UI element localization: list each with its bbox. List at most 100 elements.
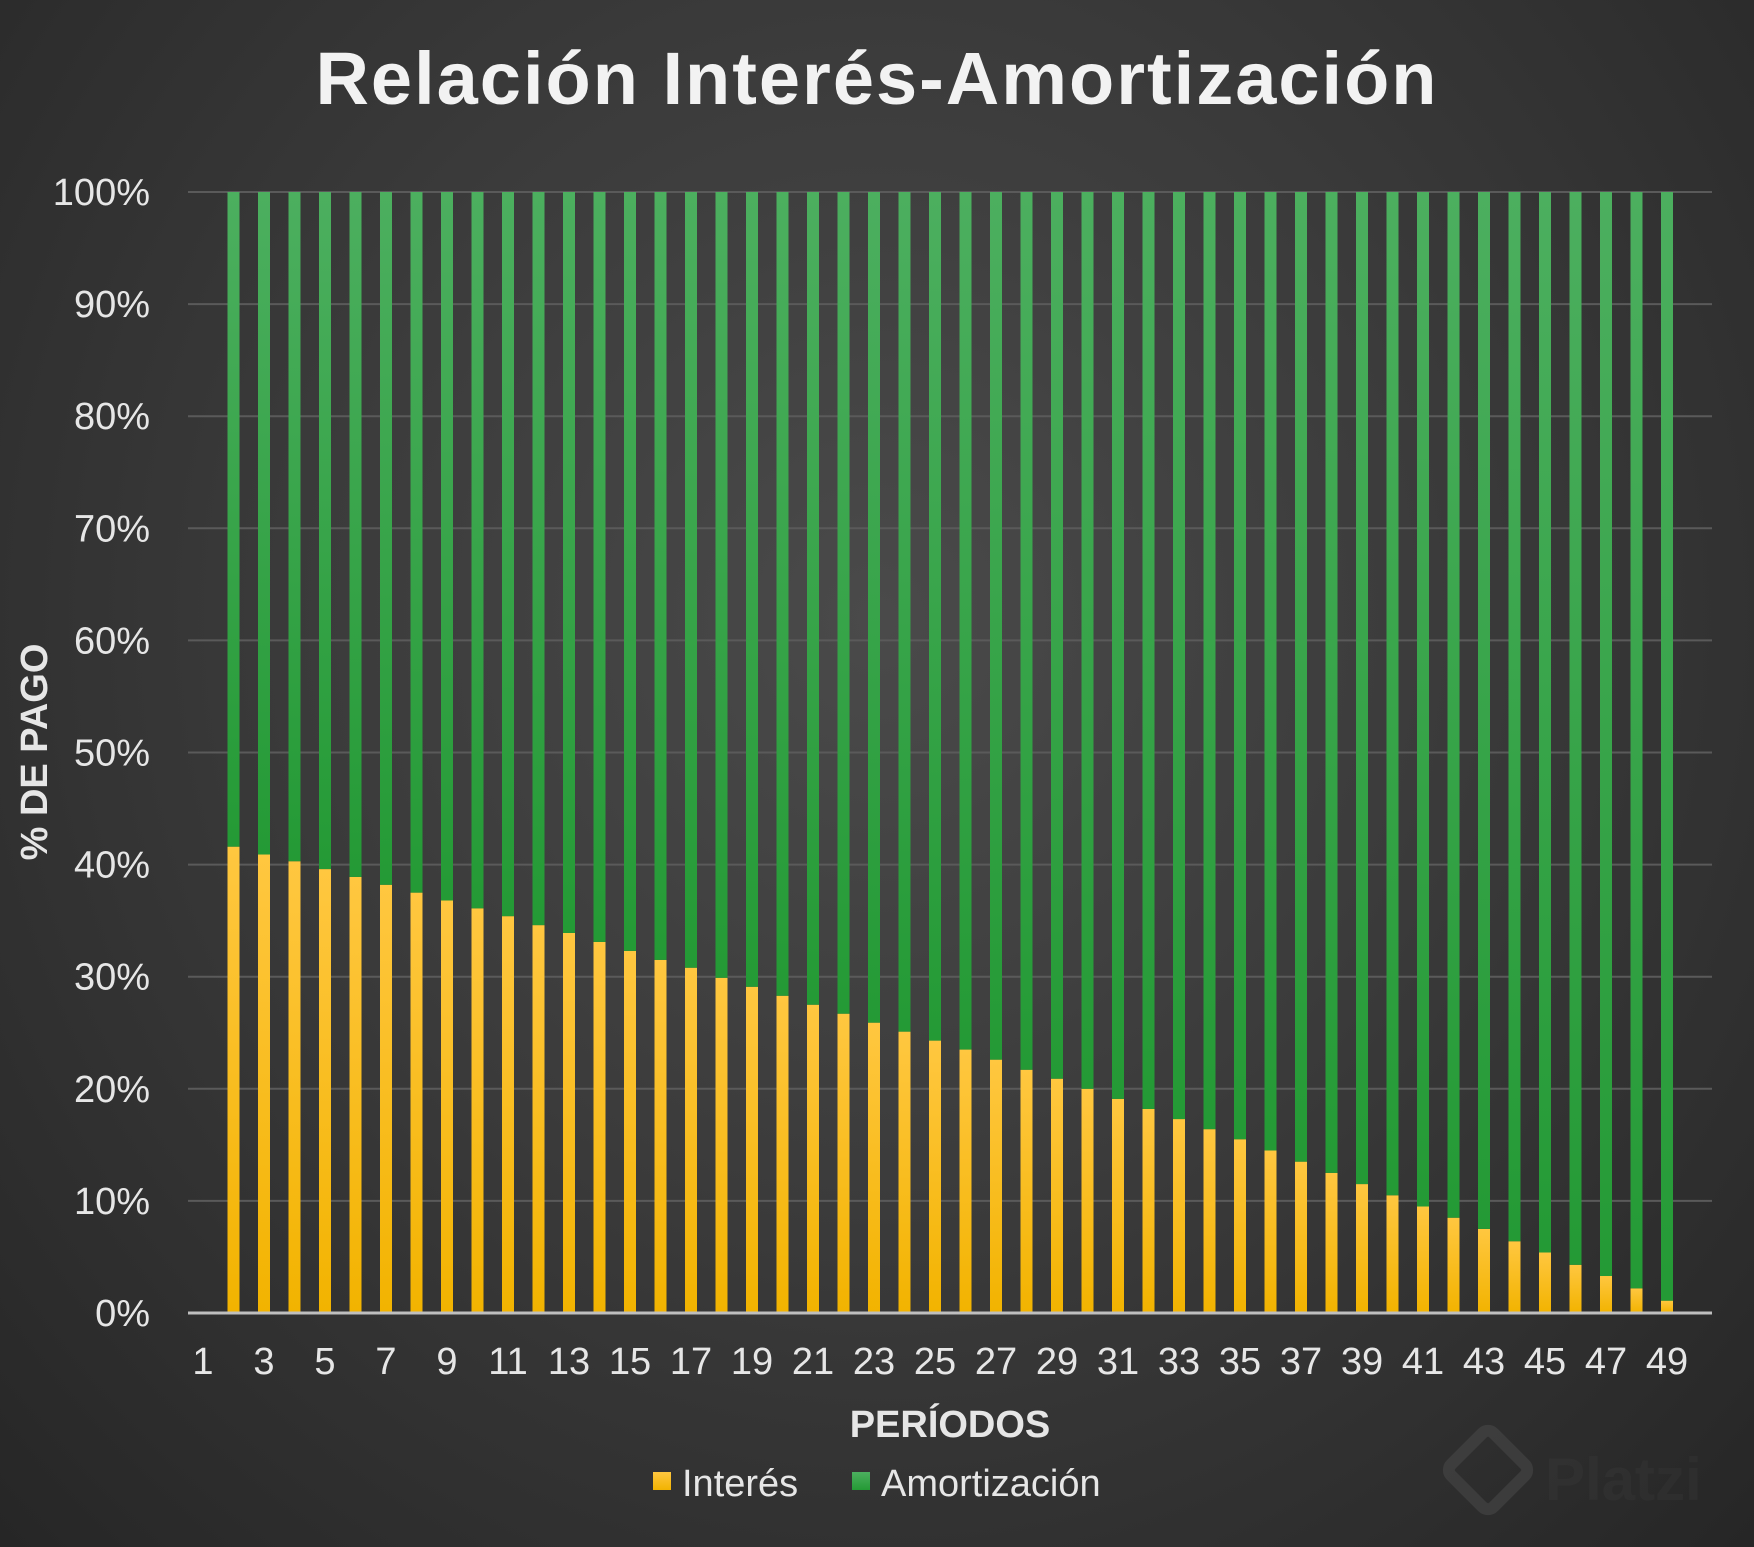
bar-amortizacion-20	[776, 192, 789, 996]
y-tick-label: 10%	[74, 1181, 150, 1223]
bar-interes-42	[1447, 1217, 1460, 1313]
bar-interes-28	[1020, 1069, 1033, 1313]
bar-amortizacion-48	[1630, 192, 1643, 1289]
bar-amortizacion-14	[593, 192, 606, 942]
bar-interes-27	[990, 1059, 1002, 1313]
bar-interes-13	[563, 932, 575, 1313]
y-tick-label: 30%	[74, 957, 150, 999]
bar-interes-14	[593, 941, 606, 1313]
bar-amortizacion-28	[1020, 192, 1033, 1070]
bar-interes-22	[837, 1013, 850, 1313]
bar-amortizacion-17	[685, 192, 697, 968]
y-axis-ticks: 0% 10% 20% 30% 40% 50% 60% 70% 80% 90% 100%	[53, 172, 150, 1335]
bar-interes-24	[898, 1031, 911, 1313]
x-tick-label: 3	[253, 1341, 274, 1383]
x-tick-label: 35	[1219, 1341, 1261, 1383]
bar-interes-10	[471, 908, 484, 1313]
bar-amortizacion-43	[1478, 192, 1490, 1229]
bar-interes-25	[929, 1040, 941, 1313]
bar-interes-6	[349, 876, 362, 1313]
bar-amortizacion-32	[1142, 192, 1155, 1109]
x-tick-label: 9	[436, 1341, 457, 1383]
bars	[227, 192, 1673, 1313]
bar-interes-5	[319, 869, 331, 1313]
bar-interes-11	[502, 916, 514, 1313]
bar-interes-46	[1569, 1264, 1582, 1313]
x-tick-label: 47	[1585, 1341, 1627, 1383]
x-tick-label: 17	[670, 1341, 712, 1383]
bar-amortizacion-23	[868, 192, 880, 1023]
bar-amortizacion-39	[1356, 192, 1368, 1185]
bar-interes-20	[776, 995, 789, 1313]
bar-amortizacion-49	[1661, 192, 1673, 1301]
bar-amortizacion-10	[471, 192, 484, 909]
x-tick-label: 49	[1646, 1341, 1688, 1383]
bar-amortizacion-36	[1264, 192, 1277, 1151]
legend-label-amortizacion: Amortización	[881, 1463, 1101, 1505]
x-tick-label: 27	[975, 1341, 1017, 1383]
bar-interes-19	[746, 986, 758, 1313]
y-tick-label: 100%	[53, 172, 150, 214]
bar-amortizacion-31	[1112, 192, 1124, 1099]
bar-interes-33	[1173, 1119, 1185, 1313]
bar-interes-7	[380, 884, 392, 1313]
bar-amortizacion-30	[1081, 192, 1094, 1089]
bar-interes-18	[715, 977, 728, 1313]
bar-interes-35	[1234, 1139, 1246, 1313]
bar-amortizacion-25	[929, 192, 941, 1041]
bar-interes-36	[1264, 1150, 1277, 1313]
legend-swatch-interes	[653, 1472, 671, 1490]
x-tick-label: 19	[731, 1341, 773, 1383]
bar-interes-29	[1051, 1078, 1063, 1313]
bar-interes-38	[1325, 1172, 1338, 1313]
bar-amortizacion-46	[1569, 192, 1582, 1265]
y-tick-label: 80%	[74, 396, 150, 438]
bar-amortizacion-19	[746, 192, 758, 987]
x-tick-label: 21	[792, 1341, 834, 1383]
legend-label-interes: Interés	[682, 1463, 798, 1505]
bar-interes-45	[1539, 1252, 1551, 1313]
bar-amortizacion-40	[1386, 192, 1399, 1196]
x-tick-label: 1	[192, 1341, 213, 1383]
bar-amortizacion-8	[410, 192, 423, 893]
bar-interes-17	[685, 967, 697, 1313]
bar-amortizacion-22	[837, 192, 850, 1014]
x-tick-label: 11	[488, 1341, 527, 1383]
y-tick-label: 20%	[74, 1069, 150, 1111]
bar-amortizacion-16	[654, 192, 667, 960]
x-tick-label: 29	[1036, 1341, 1078, 1383]
x-axis-ticks: 1 3 5 7 9 11 13 15 17 19 21 23 25 27 29 31 33 35 37 39 41 43 4…	[192, 1341, 1688, 1383]
bar-amortizacion-18	[715, 192, 728, 978]
x-tick-label: 23	[853, 1341, 895, 1383]
bar-amortizacion-5	[319, 192, 331, 870]
bar-amortizacion-45	[1539, 192, 1551, 1253]
y-tick-label: 70%	[74, 508, 150, 550]
bar-interes-41	[1417, 1206, 1429, 1313]
watermark-text: Platzi	[1545, 1446, 1702, 1513]
bar-amortizacion-42	[1447, 192, 1460, 1218]
y-tick-label: 0%	[95, 1293, 150, 1335]
bar-interes-40	[1386, 1195, 1399, 1313]
legend: Interés Amortización	[653, 1463, 1101, 1505]
x-tick-label: 31	[1097, 1341, 1139, 1383]
bar-amortizacion-41	[1417, 192, 1429, 1207]
bar-interes-47	[1600, 1276, 1612, 1313]
bar-amortizacion-3	[258, 192, 270, 855]
bar-interes-3	[258, 854, 270, 1313]
bar-amortizacion-34	[1203, 192, 1216, 1130]
x-tick-label: 33	[1158, 1341, 1200, 1383]
bar-amortizacion-29	[1051, 192, 1063, 1079]
bar-interes-34	[1203, 1129, 1216, 1313]
bar-amortizacion-11	[502, 192, 514, 917]
bar-interes-8	[410, 892, 423, 1313]
x-tick-label: 41	[1402, 1341, 1444, 1383]
bar-amortizacion-13	[563, 192, 575, 933]
bar-amortizacion-21	[807, 192, 819, 1005]
x-axis-title: PERÍODOS	[850, 1402, 1051, 1446]
bar-amortizacion-37	[1295, 192, 1307, 1162]
bar-amortizacion-33	[1173, 192, 1185, 1120]
x-tick-label: 25	[914, 1341, 956, 1383]
bar-interes-48	[1630, 1288, 1643, 1313]
platzi-logo-icon	[1442, 1424, 1534, 1516]
